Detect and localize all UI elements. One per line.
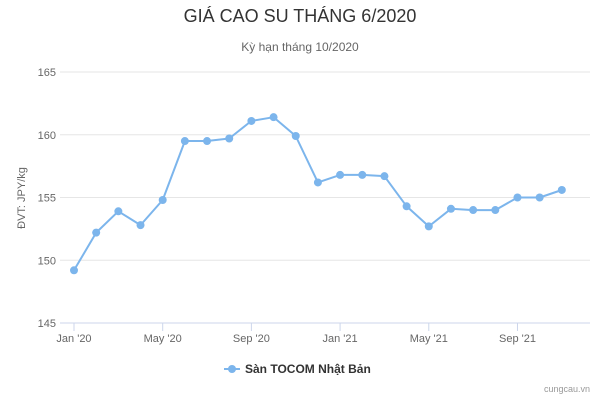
x-tick-label: Sep '20 <box>233 333 270 345</box>
data-point[interactable] <box>469 206 478 215</box>
data-point[interactable] <box>291 132 300 141</box>
data-point[interactable] <box>557 185 566 194</box>
legend-label: Sàn TOCOM Nhật Bản <box>245 362 371 376</box>
data-point[interactable] <box>513 193 522 202</box>
data-point[interactable] <box>92 228 101 237</box>
data-point[interactable] <box>269 113 278 122</box>
data-point[interactable] <box>136 221 145 230</box>
data-point[interactable] <box>446 204 455 213</box>
series-layer <box>70 113 566 275</box>
y-axis-title: ĐVT: JPY/kg <box>16 167 28 229</box>
data-point[interactable] <box>358 170 367 179</box>
grid-layer <box>60 71 590 324</box>
credit-link[interactable]: cungcau.vn <box>543 384 590 394</box>
x-tick-label: May '20 <box>144 333 182 345</box>
data-point[interactable] <box>114 207 123 216</box>
y-tick-label: 155 <box>38 193 56 205</box>
data-point[interactable] <box>225 134 234 143</box>
data-point[interactable] <box>402 202 411 211</box>
data-point[interactable] <box>203 137 212 146</box>
data-point[interactable] <box>180 137 189 146</box>
data-point[interactable] <box>336 170 345 179</box>
legend-marker <box>228 365 236 373</box>
data-point[interactable] <box>535 193 544 202</box>
series-line <box>73 116 563 271</box>
x-tick-label: Jan '21 <box>323 333 358 345</box>
data-point[interactable] <box>70 266 78 275</box>
y-tick-label: 165 <box>38 67 56 79</box>
data-point[interactable] <box>491 206 500 215</box>
legend[interactable]: Sàn TOCOM Nhật Bản <box>224 362 371 376</box>
x-tick-label: Sep '21 <box>499 333 536 345</box>
chart-title: GIÁ CAO SU THÁNG 6/2020 <box>183 6 417 26</box>
data-point[interactable] <box>313 178 322 187</box>
x-tick-label: Jan '20 <box>56 333 91 345</box>
data-point[interactable] <box>380 172 389 181</box>
data-point[interactable] <box>247 116 256 125</box>
axis-layer: 145 150 155 160 165 Jan '20 May '20 Sep '20 Jan … <box>16 67 590 345</box>
x-tick-label: May '21 <box>410 333 448 345</box>
y-tick-label: 145 <box>38 318 56 330</box>
chart-subtitle: Kỳ hạn tháng 10/2020 <box>241 40 359 54</box>
y-tick-label: 150 <box>38 255 56 267</box>
data-point[interactable] <box>158 196 167 205</box>
legend-item[interactable]: Sàn TOCOM Nhật Bản <box>224 362 371 376</box>
y-tick-label: 160 <box>38 130 56 142</box>
data-point[interactable] <box>424 222 433 231</box>
